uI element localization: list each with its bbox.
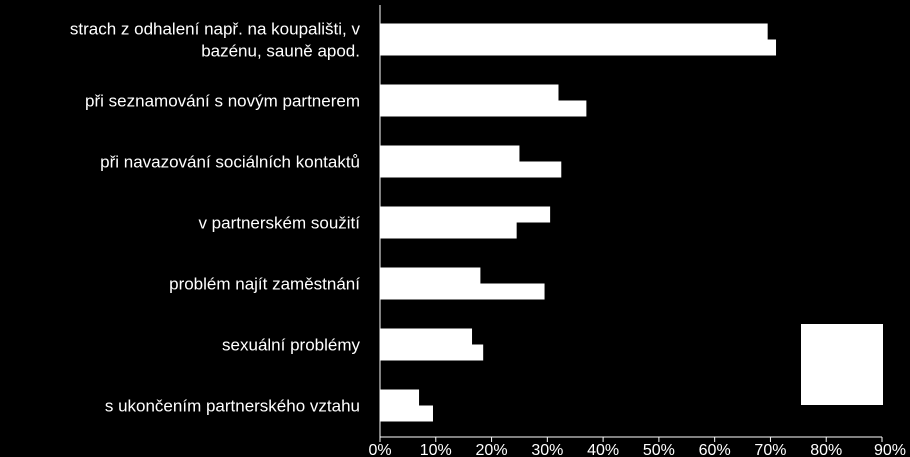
category-label-1-line-2: bazénu, sauně apod.: [201, 42, 360, 61]
bar-6-series-1: [380, 328, 473, 345]
category-label-6-line-1: sexuální problémy: [222, 336, 360, 355]
x-tick-label-1: 10%: [420, 442, 452, 457]
category-label-3-line-1: při navazování sociálních kontaktů: [100, 153, 360, 172]
category-label-3: při navazování sociálních kontaktů: [100, 153, 360, 172]
bar-4-series-1: [380, 206, 551, 223]
category-label-4-line-1: v partnerském soužití: [198, 214, 360, 233]
category-label-5-line-1: problém najít zaměstnání: [169, 275, 360, 294]
bar-7-series-2: [380, 405, 433, 422]
bar-7-series-1: [380, 389, 420, 406]
category-label-1: strach z odhalení např. na koupališti, v…: [70, 20, 361, 61]
category-label-2: při seznamování s novým partnerem: [85, 92, 360, 111]
x-tick-label-7: 70%: [754, 442, 786, 457]
legend-box: [801, 324, 883, 405]
x-tick-label-8: 80%: [810, 442, 842, 457]
category-label-7-line-1: s ukončením partnerského vztahu: [105, 397, 360, 416]
category-labels: strach z odhalení např. na koupališti, v…: [70, 20, 361, 416]
bar-5-series-2: [380, 283, 545, 300]
category-label-6: sexuální problémy: [222, 336, 360, 355]
bar-4-series-2: [380, 222, 517, 239]
bar-1-series-1: [380, 23, 768, 40]
bar-3-series-2: [380, 161, 562, 178]
category-label-5: problém najít zaměstnání: [169, 275, 360, 294]
category-label-7: s ukončením partnerského vztahu: [105, 397, 360, 416]
x-tick-label-5: 50%: [643, 442, 675, 457]
category-label-1-line-1: strach z odhalení např. na koupališti, v: [70, 20, 361, 39]
category-label-4: v partnerském soužití: [198, 214, 360, 233]
x-tick-label-3: 30%: [531, 442, 563, 457]
bars: [380, 23, 777, 422]
category-label-2-line-1: při seznamování s novým partnerem: [85, 92, 360, 111]
bar-6-series-2: [380, 344, 484, 361]
bar-1-series-2: [380, 39, 777, 56]
x-tick-label-2: 20%: [476, 442, 508, 457]
x-axis: 0% 10% 20% 30% 40% 50% 60% 70% 80% 90%: [368, 5, 906, 457]
x-tick-label-9: 90%: [874, 442, 906, 457]
bar-2-series-1: [380, 84, 559, 101]
x-tick-label-4: 40%: [587, 442, 619, 457]
bar-2-series-2: [380, 100, 587, 117]
x-tick-label-0: 0%: [368, 442, 391, 457]
bar-3-series-1: [380, 145, 520, 162]
x-tick-label-6: 60%: [699, 442, 731, 457]
bar-5-series-1: [380, 267, 481, 284]
